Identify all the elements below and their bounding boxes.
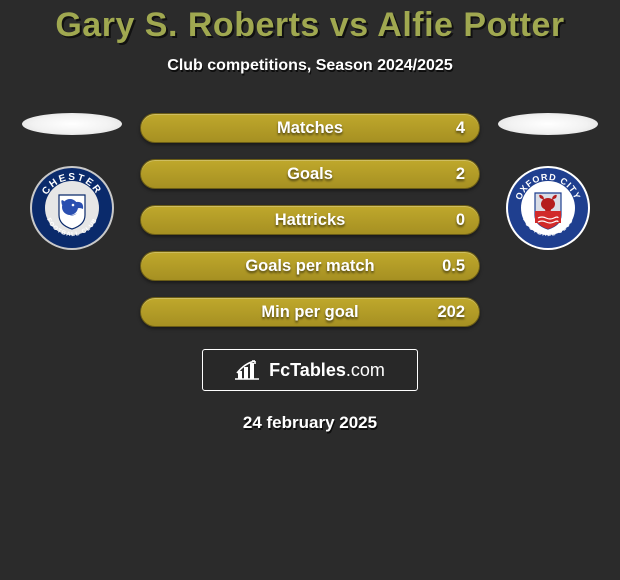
stat-label: Goals per match	[245, 257, 374, 276]
branding-light: .com	[346, 360, 385, 380]
stat-label: Hattricks	[275, 211, 346, 230]
stat-row: Matches 4	[140, 113, 480, 143]
player-photo-placeholder	[22, 113, 122, 135]
stat-label: Min per goal	[261, 303, 358, 322]
player-photo-placeholder	[498, 113, 598, 135]
stat-row: Goals 2	[140, 159, 480, 189]
stats-list: Matches 4 Goals 2 Hattricks 0 Goals per …	[140, 113, 480, 327]
stat-row: Min per goal 202	[140, 297, 480, 327]
stat-value: 4	[456, 119, 465, 138]
chester-crest-icon: CHESTER FOOTBALL CLUB	[29, 165, 115, 251]
date-text: 24 february 2025	[0, 413, 620, 433]
branding-bold: FcTables	[269, 360, 346, 380]
left-player-column: CHESTER FOOTBALL CLUB	[22, 113, 122, 251]
right-club-crest: OXFORD CITY FOOTBALL CLUB	[505, 165, 591, 251]
stat-value: 2	[456, 165, 465, 184]
left-club-crest: CHESTER FOOTBALL CLUB	[29, 165, 115, 251]
stat-value: 0.5	[442, 257, 465, 276]
branding-box: FcTables.com	[202, 349, 418, 391]
page-title: Gary S. Roberts vs Alfie Potter	[0, 6, 620, 45]
oxford-city-crest-icon: OXFORD CITY FOOTBALL CLUB	[505, 165, 591, 251]
stat-label: Goals	[287, 165, 333, 184]
comparison-content: CHESTER FOOTBALL CLUB	[0, 113, 620, 327]
stat-value: 202	[437, 303, 465, 322]
stat-row: Hattricks 0	[140, 205, 480, 235]
right-player-column: OXFORD CITY FOOTBALL CLUB	[498, 113, 598, 251]
stat-label: Matches	[277, 119, 343, 138]
stat-row: Goals per match 0.5	[140, 251, 480, 281]
subtitle: Club competitions, Season 2024/2025	[0, 57, 620, 75]
branding-text: FcTables.com	[269, 360, 385, 381]
stat-value: 0	[456, 211, 465, 230]
bar-chart-icon	[235, 359, 263, 381]
